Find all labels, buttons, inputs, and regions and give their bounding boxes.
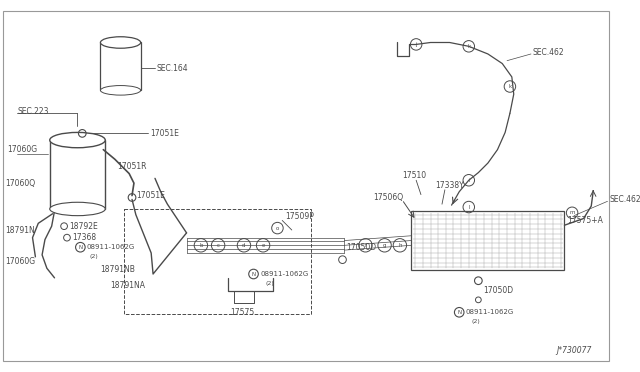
Text: 17575+A: 17575+A [567, 216, 603, 225]
Text: N: N [457, 310, 461, 315]
Ellipse shape [50, 202, 105, 216]
Text: 17510: 17510 [402, 171, 426, 180]
Text: 18791NB: 18791NB [100, 265, 135, 274]
Ellipse shape [100, 37, 141, 48]
Text: (2): (2) [90, 254, 99, 259]
Text: J*730077: J*730077 [556, 346, 591, 355]
Text: 17051R: 17051R [116, 162, 146, 171]
Text: SEC.164: SEC.164 [157, 64, 189, 73]
Text: i: i [468, 178, 470, 183]
Text: m: m [570, 210, 575, 215]
Text: b: b [199, 243, 203, 248]
Text: SEC.462: SEC.462 [533, 48, 564, 57]
Text: k: k [508, 84, 511, 89]
Text: 17051E: 17051E [150, 129, 179, 138]
Text: N: N [78, 245, 83, 250]
Text: l: l [468, 205, 470, 209]
Text: 17051E: 17051E [136, 191, 164, 200]
Text: g: g [383, 243, 387, 248]
Text: 17509P: 17509P [285, 212, 314, 221]
Text: h: h [398, 243, 402, 248]
Text: k: k [467, 44, 470, 49]
Text: SEC.223: SEC.223 [17, 107, 49, 116]
Text: 17060Q: 17060Q [4, 179, 35, 187]
Text: 17575: 17575 [230, 308, 254, 317]
Text: c: c [216, 243, 220, 248]
Text: 18791NA: 18791NA [110, 281, 145, 290]
Text: 17368: 17368 [72, 233, 96, 242]
Text: 17060G: 17060G [8, 145, 38, 154]
Bar [412, 211, 564, 270]
Text: N: N [252, 272, 255, 276]
Ellipse shape [100, 86, 141, 95]
Ellipse shape [50, 132, 105, 148]
Text: f: f [364, 243, 367, 248]
Text: 17050D: 17050D [346, 243, 376, 252]
Text: o: o [276, 225, 279, 231]
Text: 08911-1062G: 08911-1062G [86, 244, 134, 250]
Text: 18792E: 18792E [69, 222, 98, 231]
Text: 08911-1062G: 08911-1062G [466, 309, 514, 315]
Text: 17506Q: 17506Q [373, 193, 403, 202]
Bar [50, 140, 105, 209]
Text: 17050D: 17050D [483, 286, 513, 295]
Text: 18791N: 18791N [4, 225, 35, 234]
Bar [124, 209, 311, 314]
Text: j: j [415, 42, 417, 47]
Text: (2): (2) [472, 319, 481, 324]
Text: e: e [261, 243, 265, 248]
Bar [100, 42, 141, 90]
Text: (2): (2) [266, 281, 275, 286]
Text: SEC.462: SEC.462 [609, 195, 640, 204]
Text: 08911-1062G: 08911-1062G [260, 271, 308, 277]
Text: 17338Y: 17338Y [435, 180, 464, 190]
Text: 17060G: 17060G [4, 257, 35, 266]
Text: d: d [242, 243, 246, 248]
